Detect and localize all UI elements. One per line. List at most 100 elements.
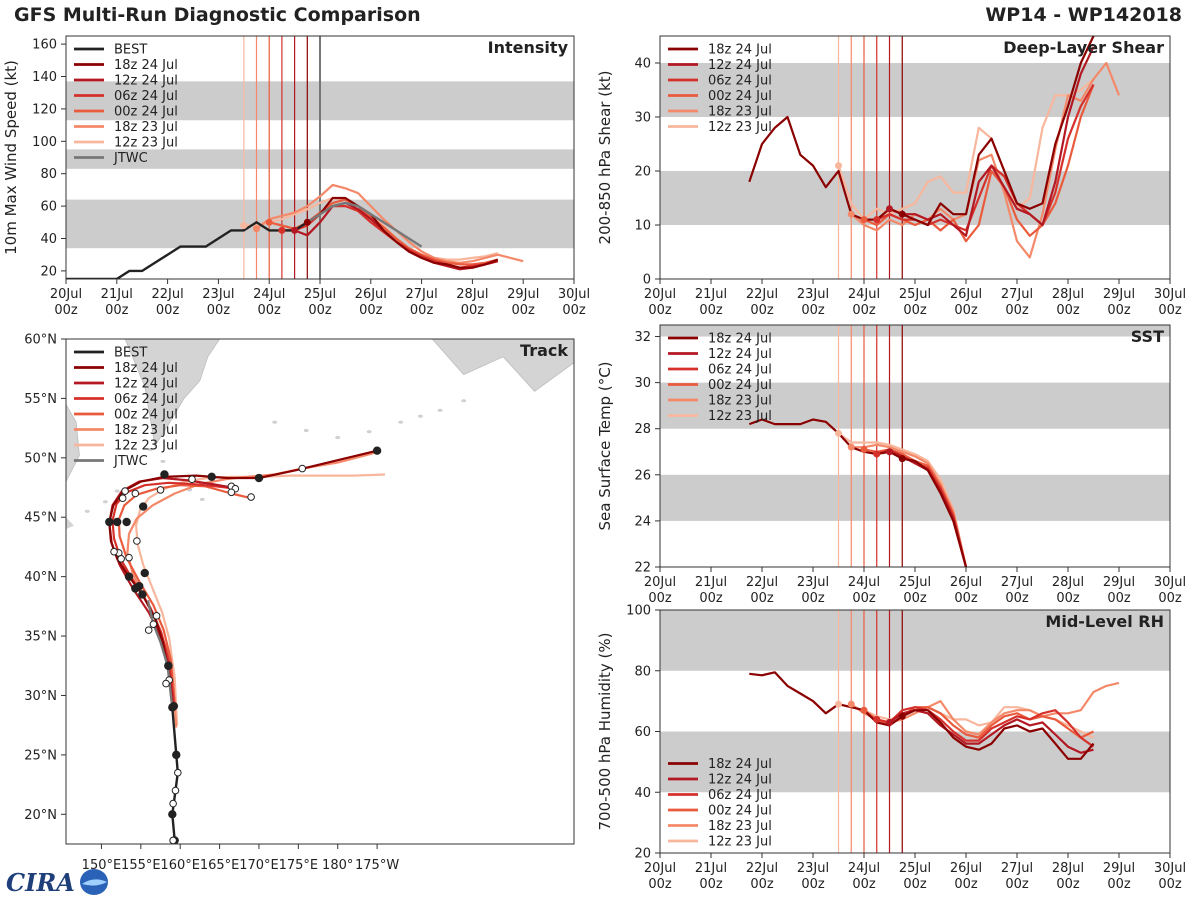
shear-xtick-day-9: 29Jul xyxy=(1103,287,1135,302)
intensity-ytick-label-4: 100 xyxy=(32,135,57,150)
intensity-xtick-day-6: 26Jul xyxy=(355,287,387,302)
shear-ylabel: 200-850 hPa Shear (kt) xyxy=(596,71,614,245)
rh-ylabel: 700-500 hPa Humidity (%) xyxy=(596,632,614,830)
sst-xtick-hour-8: 00z xyxy=(1056,591,1080,606)
sst-plot-area xyxy=(660,325,1170,567)
intensity-ytick-label-6: 140 xyxy=(32,70,57,85)
track-xtick-label-2: 160°E xyxy=(160,858,200,873)
intensity-init-point-18z-23-jul xyxy=(253,225,260,233)
rh-init-point-18z-24-jul xyxy=(898,712,906,720)
sst-xtick-day-2: 22Jul xyxy=(746,575,778,590)
shear-xtick-day-7: 27Jul xyxy=(1001,287,1033,302)
island-12 xyxy=(398,420,404,424)
track-point-open-16 xyxy=(156,486,165,494)
rh-legend-label-06z-24-jul: 06z 24 Jul xyxy=(708,788,772,803)
sst-ylabel: Sea Surface Temp (°C) xyxy=(596,361,614,530)
shear-series-12z-24-jul xyxy=(889,46,1095,237)
intensity-xtick-day-8: 28Jul xyxy=(456,287,488,302)
rh-legend-label-18z-24-jul: 18z 24 Jul xyxy=(708,757,772,772)
rh-xtick-day-6: 26Jul xyxy=(950,861,982,876)
sst-init-point-18z-23-jul xyxy=(847,443,855,451)
rh-xtick-hour-8: 00z xyxy=(1056,877,1080,892)
track-point-filled-16 xyxy=(138,502,148,511)
shear-init-point-18z-24-jul xyxy=(898,210,906,218)
island-11 xyxy=(366,430,372,434)
sst-xtick-day-6: 26Jul xyxy=(950,575,982,590)
shear-xtick-hour-3: 00z xyxy=(801,303,825,318)
rh-xtick-hour-5: 00z xyxy=(903,877,927,892)
island-0 xyxy=(147,448,153,451)
shear-band-0 xyxy=(660,171,1170,225)
shear-ytick-label-4: 40 xyxy=(634,57,651,72)
shear-legend-label-06z-24-jul: 06z 24 Jul xyxy=(708,74,772,89)
sst-xtick-hour-10: 00z xyxy=(1158,591,1182,606)
rh-ytick-label-2: 60 xyxy=(634,725,651,740)
shear-init-point-18z-23-jul xyxy=(847,210,855,218)
shear-legend-label-12z-24-jul: 12z 24 Jul xyxy=(708,58,772,73)
island-14 xyxy=(437,408,443,412)
sst-title: SST xyxy=(1131,327,1164,346)
sst-legend-label-06z-24-jul: 06z 24 Jul xyxy=(708,363,772,378)
rh-series-18z-23-jul xyxy=(850,681,1120,736)
track-point-filled-14 xyxy=(140,568,149,578)
island-1 xyxy=(160,459,166,463)
sakhalin-land xyxy=(66,403,80,482)
intensity-xtick-day-2: 22Jul xyxy=(151,287,183,302)
intensity-init-point-06z-24-jul xyxy=(278,226,286,234)
sst-band-1 xyxy=(660,382,1170,429)
sst-xtick-hour-3: 00z xyxy=(801,591,825,606)
rh-legend-label-18z-23-jul: 18z 23 Jul xyxy=(708,819,772,834)
shear-xtick-hour-1: 00z xyxy=(699,303,723,318)
track-point-open-0 xyxy=(174,768,182,777)
sst-xtick-day-9: 29Jul xyxy=(1103,575,1135,590)
track-ytick-label-0: 20°N xyxy=(24,808,57,823)
island-4 xyxy=(199,497,205,501)
shear-xtick-hour-4: 00z xyxy=(852,303,876,318)
track-panel: 20°N25°N30°N35°N40°N45°N50°N55°N60°N150°… xyxy=(24,333,575,873)
track-ytick-label-7: 55°N xyxy=(24,392,57,407)
track-point-filled-6 xyxy=(124,572,134,581)
shear-xtick-day-8: 28Jul xyxy=(1052,287,1084,302)
sst-ytick-label-2: 26 xyxy=(634,468,651,483)
rh-series-18z-24-jul xyxy=(749,671,1095,760)
rh-xtick-day-7: 27Jul xyxy=(1001,861,1033,876)
rh-legend-label-00z-24-jul: 00z 24 Jul xyxy=(708,804,772,819)
intensity-legend-label-jtwc: JTWC xyxy=(113,151,148,166)
shear-legend-label-00z-24-jul: 00z 24 Jul xyxy=(708,89,772,104)
track-point-open-13 xyxy=(121,487,129,495)
shear-xtick-hour-5: 00z xyxy=(903,303,927,318)
track-legend-label-12z-24-jul: 12z 24 Jul xyxy=(114,377,178,392)
track-point-open-14 xyxy=(118,494,127,503)
intensity-xtick-hour-5: 00z xyxy=(308,303,332,318)
sst-init-point-18z-24-jul xyxy=(898,455,906,463)
sst-ytick-label-4: 30 xyxy=(634,376,651,391)
rh-ytick-label-0: 20 xyxy=(634,847,651,862)
shear-xtick-hour-8: 00z xyxy=(1056,303,1080,318)
track-xtick-label-5: 175°E xyxy=(279,858,319,873)
track-title: Track xyxy=(520,341,568,360)
track-point-open-21 xyxy=(298,464,307,473)
shear-xtick-day-5: 25Jul xyxy=(899,287,931,302)
track-point-filled-7 xyxy=(105,517,114,527)
track-point-filled-12 xyxy=(372,446,382,455)
track-point-open-8 xyxy=(152,612,161,620)
shear-xtick-day-0: 20Jul xyxy=(644,287,676,302)
sst-xtick-hour-2: 00z xyxy=(750,591,774,606)
track-legend-label-18z-23-jul: 18z 23 Jul xyxy=(114,423,178,438)
track-ytick-label-3: 35°N xyxy=(24,630,57,645)
shear-xtick-day-4: 24Jul xyxy=(848,287,880,302)
shear-xtick-hour-10: 00z xyxy=(1158,303,1182,318)
intensity-series-best xyxy=(66,221,308,279)
intensity-xtick-hour-3: 00z xyxy=(207,303,231,318)
intensity-panel: 2040608010012014016020Jul00z21Jul00z22Ju… xyxy=(2,35,590,318)
track-xtick-label-6: 180° xyxy=(322,858,353,873)
intensity-xtick-hour-8: 00z xyxy=(461,303,485,318)
track-ytick-label-5: 45°N xyxy=(24,511,57,526)
island-6 xyxy=(114,489,120,493)
rh-legend-label-12z-24-jul: 12z 24 Jul xyxy=(708,773,772,788)
sst-xtick-day-1: 21Jul xyxy=(695,575,727,590)
